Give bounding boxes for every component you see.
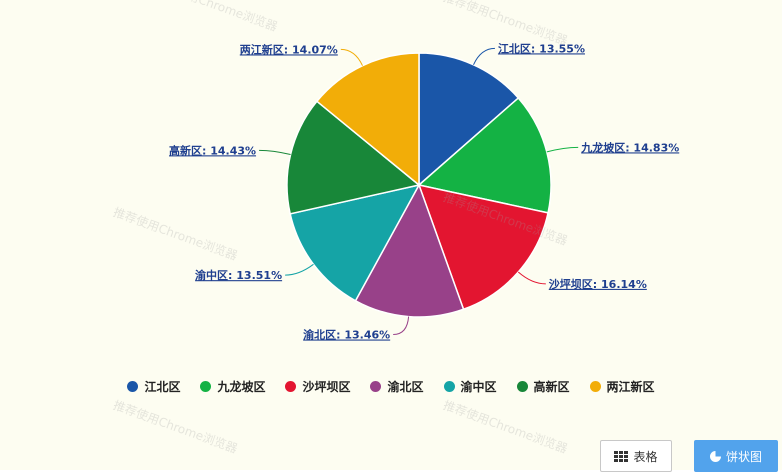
pie-slice[interactable] [315,52,420,187]
table-view-button[interactable]: 表格 [600,440,672,472]
legend-item[interactable]: 高新区 [516,378,570,395]
pie-slice[interactable] [286,100,421,215]
leader-line [473,47,495,65]
legend-label: 渝中区 [460,380,497,394]
pie-view-button[interactable]: 饼状图 [694,440,778,472]
legend-marker [443,381,455,392]
slice-label: 高新区: 14.43% [169,143,256,157]
slice-label: 渝中区: 13.51% [195,268,282,282]
legend-marker [127,381,139,392]
leader-line [517,271,546,285]
legend-label: 江北区 [144,380,181,394]
legend-item[interactable]: 渝北区 [370,378,424,395]
legend-label: 渝北区 [387,380,424,394]
chart-legend: 江北区 九龙坡区 沙坪坝区 渝北区 渝中区 高新区 两江新区 [0,378,782,395]
table-icon [614,450,629,462]
legend-marker [200,381,212,392]
legend-item[interactable]: 渝中区 [443,378,497,395]
legend-marker [370,381,382,392]
legend-item[interactable]: 江北区 [127,378,180,395]
leader-line [340,48,363,66]
legend-label: 九龙坡区 [217,380,266,394]
legend-item[interactable]: 沙坪坝区 [285,378,350,395]
slice-label: 沙坪坝区: 16.14% [549,277,647,291]
legend-marker [516,381,528,392]
legend-label: 高新区 [533,380,570,394]
pie-slice[interactable] [417,183,549,311]
pie-slice[interactable] [354,183,465,318]
legend-item[interactable]: 九龙坡区 [200,378,265,395]
slice-label: 渝北区: 13.46% [303,328,390,342]
leader-line [393,316,410,336]
legend-marker [589,381,601,392]
legend-label: 两江新区 [606,380,655,394]
pie-chart-icon [709,450,721,462]
pie-slice[interactable] [418,52,520,187]
legend-marker [285,381,297,392]
leader-line [546,146,579,153]
table-view-label: 表格 [633,449,658,464]
slice-label: 九龙坡区: 14.83% [580,140,679,154]
legend-item[interactable]: 两江新区 [589,378,655,395]
leader-line [259,149,291,155]
leader-line [285,263,314,276]
pie-slice[interactable] [417,96,552,214]
pie-view-label: 饼状图 [725,449,762,464]
slice-label: 江北区: 13.55% [498,41,585,55]
slice-label: 两江新区: 14.07% [240,42,338,56]
legend-label: 沙坪坝区 [302,380,351,394]
